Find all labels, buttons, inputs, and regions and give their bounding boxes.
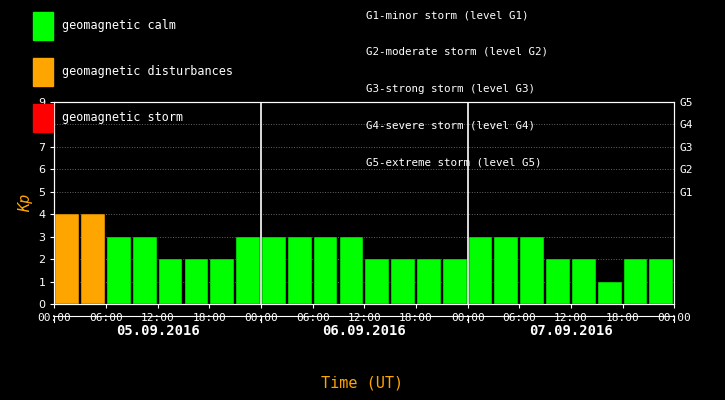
Bar — [236, 237, 260, 304]
Text: geomagnetic disturbances: geomagnetic disturbances — [62, 66, 233, 78]
Bar — [107, 237, 130, 304]
Bar — [468, 237, 492, 304]
Text: G3-strong storm (level G3): G3-strong storm (level G3) — [366, 84, 535, 94]
Bar — [598, 282, 621, 304]
Bar — [81, 214, 105, 304]
Bar — [365, 259, 389, 304]
Text: 06.09.2016: 06.09.2016 — [323, 324, 406, 338]
Bar — [288, 237, 312, 304]
Text: 07.09.2016: 07.09.2016 — [529, 324, 613, 338]
Bar — [572, 259, 596, 304]
Bar — [314, 237, 337, 304]
Text: G2-moderate storm (level G2): G2-moderate storm (level G2) — [366, 47, 548, 57]
Text: geomagnetic calm: geomagnetic calm — [62, 20, 175, 32]
Bar — [262, 237, 286, 304]
Bar — [159, 259, 183, 304]
Y-axis label: Kp: Kp — [17, 194, 33, 212]
Bar — [521, 237, 544, 304]
Bar — [55, 214, 79, 304]
Bar — [417, 259, 441, 304]
Text: G1-minor storm (level G1): G1-minor storm (level G1) — [366, 10, 529, 20]
Bar — [133, 237, 157, 304]
Bar — [494, 237, 518, 304]
Text: geomagnetic storm: geomagnetic storm — [62, 112, 183, 124]
Bar — [392, 259, 415, 304]
Text: G5-extreme storm (level G5): G5-extreme storm (level G5) — [366, 157, 542, 167]
Bar — [546, 259, 570, 304]
Bar — [185, 259, 208, 304]
Text: 05.09.2016: 05.09.2016 — [116, 324, 199, 338]
Bar — [650, 259, 674, 304]
Bar — [624, 259, 647, 304]
Text: Time (UT): Time (UT) — [321, 375, 404, 390]
Bar — [210, 259, 234, 304]
Bar — [339, 237, 363, 304]
Bar — [443, 259, 467, 304]
Text: G4-severe storm (level G4): G4-severe storm (level G4) — [366, 120, 535, 130]
